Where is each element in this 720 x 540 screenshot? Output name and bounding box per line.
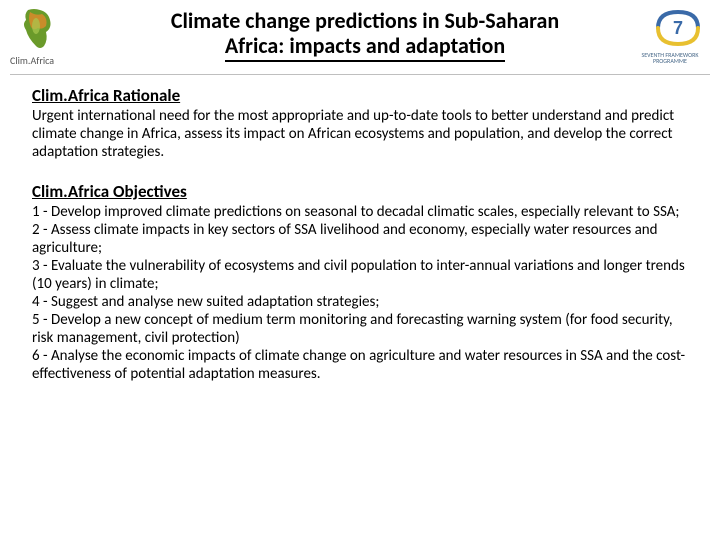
objective-item: 2 - Assess climate impacts in key sector… (32, 221, 688, 257)
objective-item: 3 - Evaluate the vulnerability of ecosys… (32, 257, 688, 293)
objectives-body: 1 - Develop improved climate predictions… (32, 203, 688, 383)
header: Clim.Africa Climate change predictions i… (0, 0, 720, 74)
africa-icon (18, 6, 64, 52)
title-line-1: Climate change predictions in Sub-Sahara… (171, 7, 559, 34)
rationale-label: Clim.Africa Rationale (32, 85, 688, 106)
objective-item: 6 - Analyse the economic impacts of clim… (32, 347, 688, 383)
fp7-caption: SEVENTH FRAMEWORK PROGRAMME (630, 52, 710, 64)
content: Clim.Africa Rationale Urgent internation… (0, 75, 720, 383)
fp7-icon: 7 (650, 6, 706, 50)
title-line-2: Africa: impacts and adaptation (225, 33, 505, 61)
objectives-label: Clim.Africa Objectives (32, 181, 688, 202)
page-title: Climate change predictions in Sub-Sahara… (108, 8, 622, 62)
rationale-body: Urgent international need for the most a… (32, 107, 688, 161)
objective-item: 4 - Suggest and analyse new suited adapt… (32, 293, 688, 311)
climafrica-logo-text: Clim.Africa (10, 54, 54, 67)
objective-item: 5 - Develop a new concept of medium term… (32, 311, 688, 347)
objective-item: 1 - Develop improved climate predictions… (32, 203, 688, 221)
fp7-logo: 7 SEVENTH FRAMEWORK PROGRAMME (630, 6, 710, 70)
svg-text:7: 7 (673, 18, 683, 38)
title-block: Climate change predictions in Sub-Sahara… (100, 6, 630, 62)
climafrica-logo: Clim.Africa (10, 6, 100, 66)
